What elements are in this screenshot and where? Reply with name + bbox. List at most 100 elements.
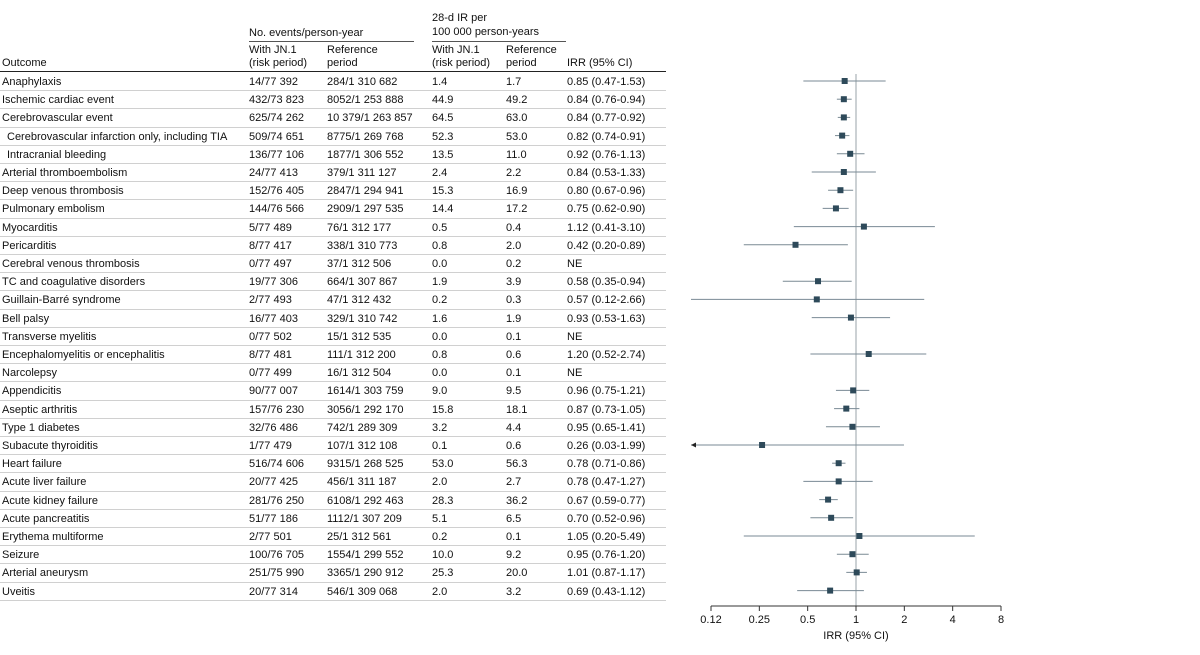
ir-risk-cell: 0.5 <box>432 221 448 234</box>
row-separator <box>0 490 666 492</box>
ir-risk-cell: 2.0 <box>432 476 448 489</box>
ir-ref-cell: 2.2 <box>506 167 522 179</box>
irr-marker <box>840 114 847 121</box>
ir-ref-cell: 18.1 <box>506 403 528 416</box>
irr-marker <box>832 205 839 212</box>
events-group-header: No. events/person-year <box>249 27 364 39</box>
ir-ref-cell: 1.7 <box>506 76 522 88</box>
ir-risk-cell: 0.8 <box>432 349 448 361</box>
ir-risk-cell: 9.0 <box>432 385 448 398</box>
ir-risk-cell: 5.1 <box>432 512 448 525</box>
irr-ci-cell: 0.84 (0.53-1.33) <box>567 167 646 179</box>
irr-marker <box>840 96 847 103</box>
x-tick-label: 0.12 <box>700 614 721 626</box>
ir-ref-cell: 0.1 <box>506 330 522 343</box>
ir-risk-cell: 15.8 <box>432 403 454 416</box>
ir-risk-cell: 1.9 <box>432 276 448 289</box>
table-row: Cerebral venous thrombosis 0/77 497 37/1 3… <box>0 255 666 274</box>
outcome-cell: Seizure <box>2 549 40 562</box>
row-separator <box>0 344 666 346</box>
irr-ci-cell: 0.96 (0.75-1.21) <box>567 385 646 398</box>
outcome-cell: Arterial thromboembolism <box>2 167 128 179</box>
irr-ci-cell: 1.05 (0.20-5.49) <box>567 531 646 543</box>
events-ref-cell: 3365/1 290 912 <box>327 567 404 580</box>
ir-ref-cell: 3.9 <box>506 276 522 289</box>
irr-marker <box>849 423 856 430</box>
events-ref-cell: 8775/1 269 768 <box>327 130 404 143</box>
outcome-cell: Cerebral venous thrombosis <box>2 258 140 270</box>
events-risk-cell: 32/76 486 <box>249 421 298 434</box>
events-ref-cell: 107/1 312 108 <box>327 440 398 452</box>
ir-risk-cell: 1.6 <box>432 312 448 325</box>
ci-arrow-left <box>691 442 696 448</box>
events-risk-cell: 281/76 250 <box>249 494 305 507</box>
irr-ci-cell: NE <box>567 258 583 270</box>
ir-ref-cell: 16.9 <box>506 185 528 198</box>
table-row: Cerebrovascular event 625/74 262 10 379/1 … <box>0 109 666 128</box>
events-ref-cell: 111/1 312 200 <box>327 349 396 361</box>
ir-risk-cell: 0.1 <box>432 440 448 452</box>
header-rule <box>0 71 666 72</box>
ir-group-underline <box>432 41 566 42</box>
irr-ci-cell: NE <box>567 330 583 343</box>
outcome-cell: Erythema multiforme <box>2 531 104 543</box>
events-ref-cell: 664/1 307 867 <box>327 276 398 289</box>
ir-ref-cell: 0.6 <box>506 349 522 361</box>
irr-marker <box>843 405 850 412</box>
x-tick-label: 0.25 <box>749 614 770 626</box>
irr-marker <box>841 78 848 84</box>
col-header-ir-reference: Reference <box>506 44 557 56</box>
col-header-reference: Reference <box>327 44 378 56</box>
events-ref-cell: 546/1 309 068 <box>327 585 398 598</box>
table-row: TC and coagulative disorders 19/77 306 664… <box>0 273 666 292</box>
outcome-cell: Acute pancreatitis <box>2 512 90 525</box>
outcome-cell: Bell palsy <box>2 312 50 325</box>
ir-risk-cell: 2.0 <box>432 585 448 598</box>
ir-risk-cell: 13.5 <box>432 148 454 161</box>
events-risk-cell: 8/77 481 <box>249 349 292 361</box>
irr-ci-cell: 0.93 (0.53-1.63) <box>567 312 646 325</box>
x-tick-label: 1 <box>853 614 859 626</box>
table-row: Ischemic cardiac event 432/73 823 8052/1 2… <box>0 91 666 110</box>
events-risk-cell: 0/77 502 <box>249 330 292 343</box>
table-row: Subacute thyroiditis 1/77 479 107/1 312 10… <box>0 437 666 456</box>
ir-risk-cell: 14.4 <box>432 203 454 216</box>
table-row: Arterial thromboembolism 24/77 413 379/1 3… <box>0 164 666 183</box>
irr-marker <box>840 169 847 175</box>
irr-marker <box>847 314 854 321</box>
events-ref-cell: 2847/1 294 941 <box>327 185 404 198</box>
outcome-cell: Ischemic cardiac event <box>2 94 114 107</box>
outcome-cell: Acute kidney failure <box>2 494 98 507</box>
row-separator <box>0 526 666 528</box>
irr-ci-cell: 0.92 (0.76-1.13) <box>567 148 646 161</box>
irr-ci-cell: 0.84 (0.76-0.94) <box>567 94 646 107</box>
events-ref-cell: 456/1 311 187 <box>327 476 397 489</box>
col-header-ir-with-jn1: With JN.1 <box>432 44 480 56</box>
table-row: Arterial aneurysm 251/75 990 3365/1 290 91… <box>0 564 666 583</box>
irr-ci-cell: 0.95 (0.76-1.20) <box>567 549 646 562</box>
irr-marker <box>849 551 856 558</box>
events-risk-cell: 509/74 651 <box>249 130 305 143</box>
ir-ref-cell: 11.0 <box>506 148 527 161</box>
irr-ci-cell: 0.87 (0.73-1.05) <box>567 403 646 416</box>
ir-ref-cell: 4.4 <box>506 421 522 434</box>
table-row: Heart failure 516/74 606 9315/1 268 525 53.… <box>0 455 666 474</box>
events-risk-cell: 251/75 990 <box>249 567 305 580</box>
irr-marker <box>825 496 832 503</box>
row-separator <box>0 162 666 164</box>
irr-marker <box>865 351 872 357</box>
outcome-cell: Narcolepsy <box>2 367 58 380</box>
ir-risk-cell: 1.4 <box>432 76 448 88</box>
ir-ref-cell: 49.2 <box>506 94 528 107</box>
ir-risk-cell: 2.4 <box>432 167 448 179</box>
events-ref-cell: 9315/1 268 525 <box>327 458 404 471</box>
events-ref-cell: 379/1 311 127 <box>327 167 397 179</box>
ir-risk-cell: 28.3 <box>432 494 454 507</box>
x-tick-label: 8 <box>998 614 1004 626</box>
table-row: Acute pancreatitis 51/77 186 1112/1 307 20… <box>0 510 666 528</box>
events-ref-cell: 10 379/1 263 857 <box>327 112 413 125</box>
outcome-cell: Type 1 diabetes <box>2 421 80 434</box>
events-ref-cell: 1877/1 306 552 <box>327 148 404 161</box>
outcome-cell: Cerebrovascular infarction only, includi… <box>7 130 228 143</box>
outcome-cell: Deep venous thrombosis <box>2 185 124 198</box>
